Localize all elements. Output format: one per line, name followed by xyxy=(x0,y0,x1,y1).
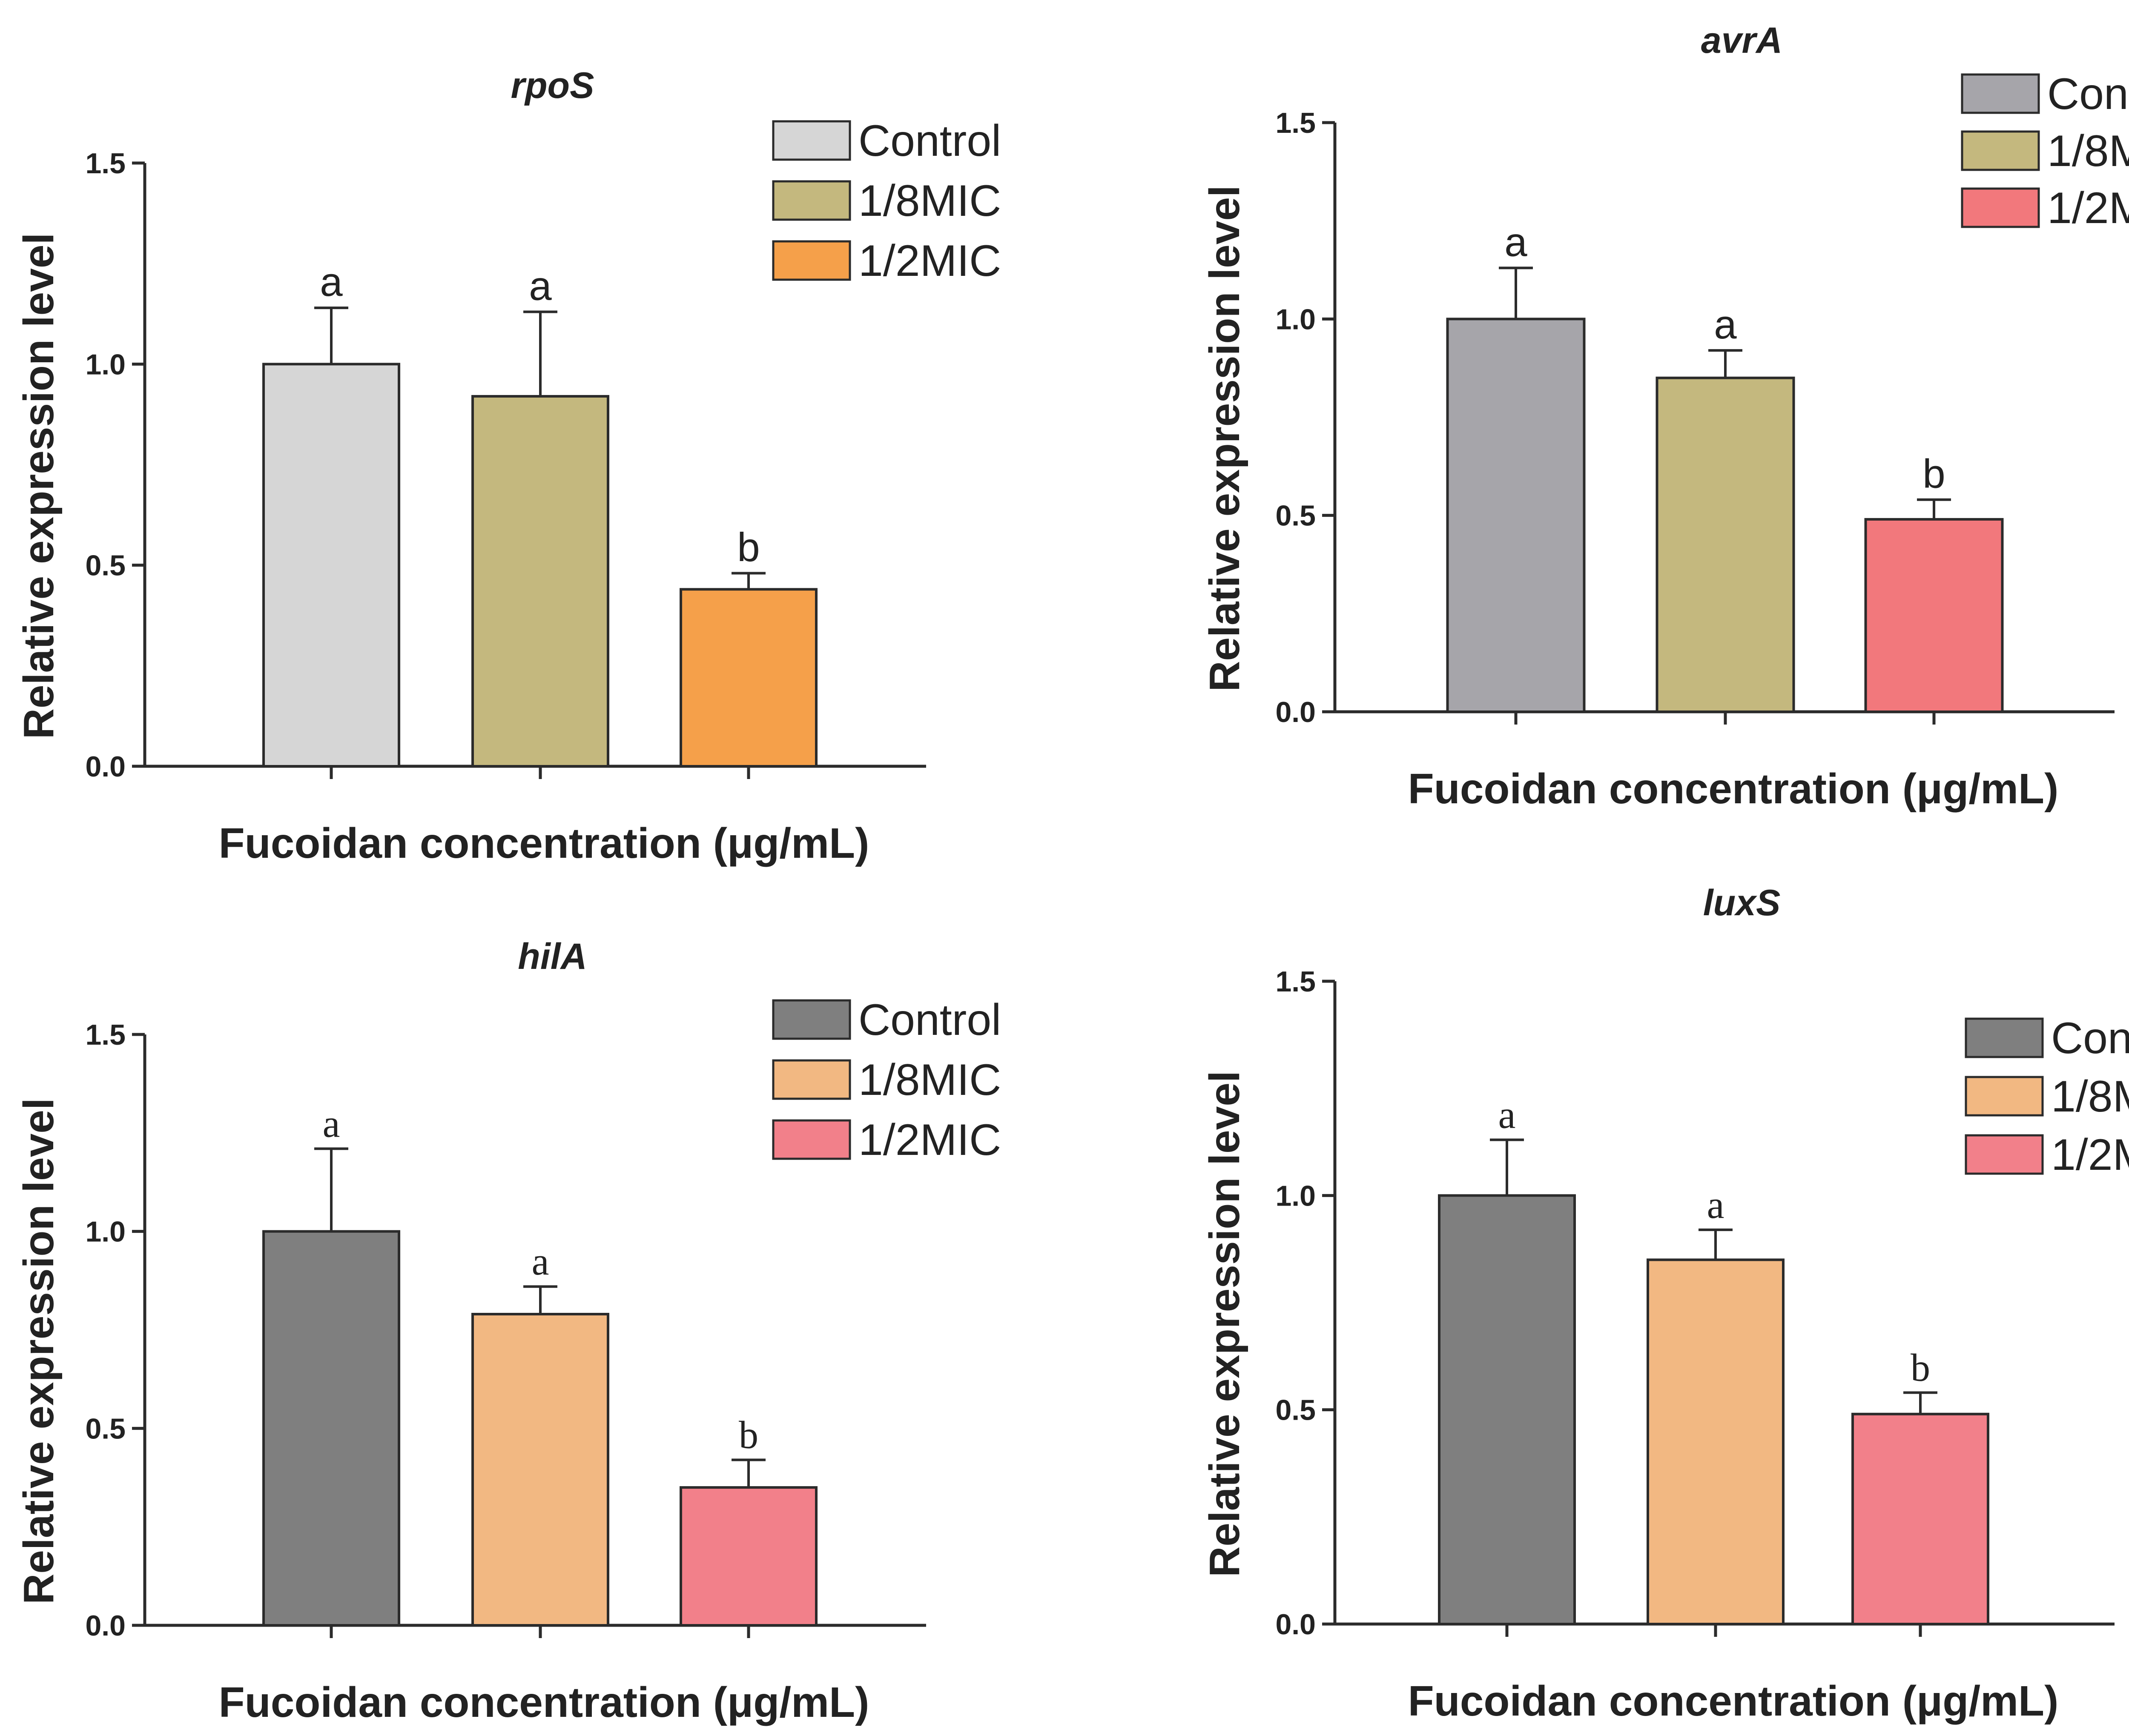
chart-title: luxS xyxy=(1703,882,1781,923)
chart-title: hilA xyxy=(518,936,587,977)
y-tick-label: 0.5 xyxy=(1275,1394,1316,1427)
legend-label: 1/8MIC xyxy=(2051,1072,2129,1121)
y-tick-label: 1.0 xyxy=(85,348,126,381)
legend-swatch-Control xyxy=(772,120,851,161)
y-axis-label: Relative expression level xyxy=(15,1098,63,1604)
legend-label: Control xyxy=(858,116,1001,166)
y-tick-label: 0.0 xyxy=(1275,1608,1316,1641)
y-tick-label: 0.0 xyxy=(85,751,126,783)
y-tick-label: 1.5 xyxy=(1275,965,1316,998)
y-tick-label: 1.0 xyxy=(85,1216,126,1248)
legend-label: 1/2MIC xyxy=(858,1115,1001,1165)
legend-label: 1/2MIC xyxy=(858,236,1001,286)
significance-label: a xyxy=(1714,302,1737,347)
y-axis-label: Relative expression level xyxy=(1201,185,1248,692)
bar-1/8MIC xyxy=(471,1312,609,1627)
legend-label: 1/8MIC xyxy=(858,176,1001,226)
x-axis-label: Fucoidan concentration (μg/mL) xyxy=(219,819,869,867)
legend-swatch-1/2MIC xyxy=(772,1119,851,1160)
legend-swatch-1/8MIC xyxy=(1965,1076,2044,1117)
chart-panel-luxS: luxS 0.0 0.5 1.0 1.5 a a b Fucoidan concentratio… xyxy=(1201,882,2129,1725)
significance-label: a xyxy=(323,1102,340,1145)
x-axis-label: Fucoidan concentration (μg/mL) xyxy=(219,1679,869,1726)
bar-Control xyxy=(262,363,400,768)
significance-label: a xyxy=(1707,1183,1724,1226)
y-tick-label: 1.0 xyxy=(1275,303,1316,335)
significance-label: a xyxy=(532,1240,549,1283)
y-axis-label: Relative expression level xyxy=(15,233,63,739)
legend: Control 1/8MIC 1/2MIC xyxy=(1961,69,2129,233)
y-tick-label: 1.5 xyxy=(85,147,126,180)
chart-title: rpoS xyxy=(511,65,594,106)
significance-label: a xyxy=(1498,1093,1516,1136)
significance-label: b xyxy=(739,1413,758,1456)
significance-label: b xyxy=(737,525,760,570)
legend-swatch-1/2MIC xyxy=(1965,1134,2044,1175)
legend-swatch-1/2MIC xyxy=(1961,187,2040,228)
legend-swatch-1/8MIC xyxy=(1961,130,2040,171)
bar-Control xyxy=(1446,318,1586,713)
chart-title: avrA xyxy=(1701,20,1782,61)
bar-1/8MIC xyxy=(1656,376,1795,713)
legend: Control 1/8MIC 1/2MIC xyxy=(1965,1014,2129,1180)
legend-swatch-Control xyxy=(772,999,851,1040)
legend-label: 1/8MIC xyxy=(2047,126,2129,176)
legend-swatch-Control xyxy=(1961,73,2040,114)
y-tick-label: 0.0 xyxy=(1275,696,1316,728)
y-tick-label: 1.0 xyxy=(1275,1180,1316,1212)
bar-1/8MIC xyxy=(1647,1258,1785,1625)
significance-label: a xyxy=(320,259,343,305)
chart-panel-rpoS: rpoS 0.0 0.5 1.0 1.5 a a b Fucoidan concentratio… xyxy=(15,65,1001,867)
legend-label: Control xyxy=(2051,1014,2129,1063)
y-axis-label: Relative expression level xyxy=(1201,1071,1248,1577)
legend-label: 1/2MIC xyxy=(2051,1130,2129,1180)
legend: Control 1/8MIC 1/2MIC xyxy=(772,995,1001,1165)
legend-label: Control xyxy=(2047,69,2129,119)
bar-1/2MIC xyxy=(680,1486,818,1627)
legend-swatch-Control xyxy=(1965,1017,2044,1058)
legend: Control 1/8MIC 1/2MIC xyxy=(772,116,1001,286)
y-tick-label: 0.5 xyxy=(85,1412,126,1445)
bar-1/2MIC xyxy=(1851,1412,1989,1626)
significance-label: a xyxy=(1504,219,1527,265)
y-tick-label: 1.5 xyxy=(1275,107,1316,139)
legend-label: Control xyxy=(858,995,1001,1045)
y-tick-label: 0.5 xyxy=(1275,500,1316,532)
bar-1/8MIC xyxy=(471,395,609,768)
x-axis-label: Fucoidan concentration (μg/mL) xyxy=(1408,765,2059,813)
legend-label: 1/8MIC xyxy=(858,1055,1001,1105)
bar-Control xyxy=(1438,1194,1576,1625)
legend-swatch-1/2MIC xyxy=(772,240,851,281)
significance-label: b xyxy=(1911,1346,1930,1389)
legend-label: 1/2MIC xyxy=(2047,183,2129,233)
significance-label: b xyxy=(1922,451,1945,497)
bar-1/2MIC xyxy=(1864,518,2004,713)
significance-label: a xyxy=(529,264,552,309)
chart-panel-avrA: avrA 0.0 0.5 1.0 1.5 a a b Fucoidan concentratio… xyxy=(1201,20,2129,813)
x-axis-label: Fucoidan concentration (μg/mL) xyxy=(1408,1677,2059,1725)
y-tick-label: 0.0 xyxy=(85,1610,126,1642)
y-tick-label: 1.5 xyxy=(85,1019,126,1051)
chart-panel-hilA: hilA 0.0 0.5 1.0 1.5 a a b Fucoidan concentratio… xyxy=(15,936,1001,1726)
bar-Control xyxy=(262,1230,400,1627)
y-tick-label: 0.5 xyxy=(85,550,126,582)
bar-1/2MIC xyxy=(680,588,818,768)
legend-swatch-1/8MIC xyxy=(772,180,851,221)
legend-swatch-1/8MIC xyxy=(772,1059,851,1100)
